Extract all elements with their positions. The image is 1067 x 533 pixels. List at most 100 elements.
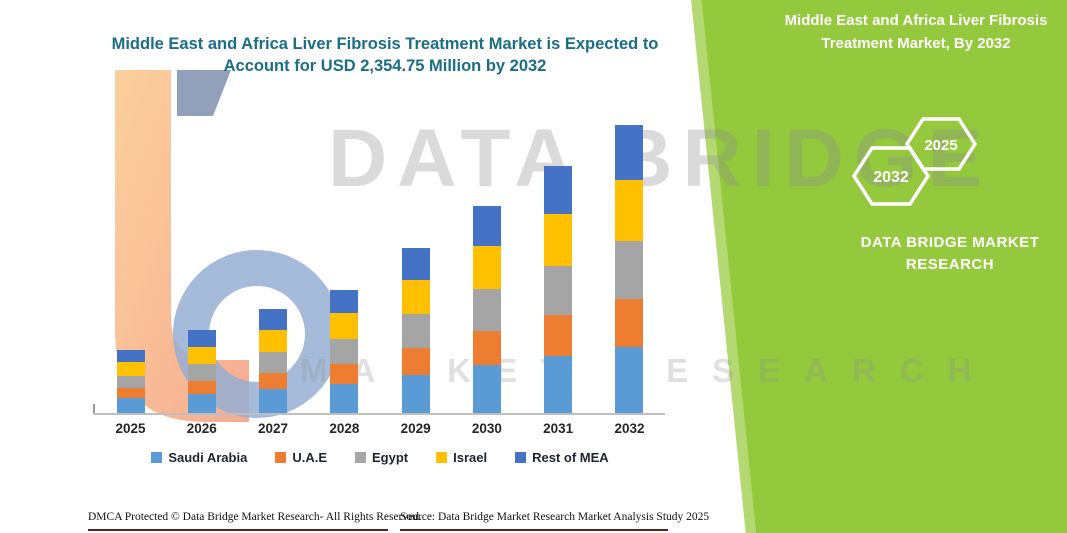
bar-column-2030 xyxy=(451,95,522,413)
bar-column-2029 xyxy=(380,95,451,413)
legend-label-israel: Israel xyxy=(453,450,488,465)
segment-rest-of-mea-2028 xyxy=(330,289,359,314)
segment-egypt-2027 xyxy=(259,351,288,373)
segment-saudi-arabia-2026 xyxy=(187,394,216,413)
segment-rest-of-mea-2032 xyxy=(615,125,644,181)
segment-saudi-arabia-2029 xyxy=(401,374,430,413)
bar-stack-2029 xyxy=(401,247,430,413)
segment-israel-2029 xyxy=(401,280,430,315)
legend-item-rest-of-mea: Rest of MEA xyxy=(515,450,609,465)
segment-egypt-2026 xyxy=(187,364,216,381)
segment-egypt-2030 xyxy=(472,289,501,332)
side-panel-title-line2: Treatment Market, By 2032 xyxy=(821,35,1011,53)
watermark-data-bridge: DATA BRIDGE xyxy=(328,113,993,204)
logo-orange-stem xyxy=(115,70,249,422)
segment-israel-2028 xyxy=(330,313,359,340)
segment-saudi-arabia-2030 xyxy=(472,365,501,413)
segment-israel-2030 xyxy=(472,245,501,290)
segment-rest-of-mea-2026 xyxy=(187,330,216,347)
y-axis-tick xyxy=(93,404,95,415)
source-note: Source: Data Bridge Market Research Mark… xyxy=(400,511,710,523)
legend-item-israel: Israel xyxy=(436,450,487,465)
legend-swatch-israel xyxy=(436,452,448,463)
bar-stack-2027 xyxy=(259,309,288,413)
segment-egypt-2025 xyxy=(116,375,145,389)
legend-item-u-a-e: U.A.E xyxy=(275,450,327,465)
brand-name-line1: DATA BRIDGE MARKET xyxy=(860,234,1040,251)
legend-label-u-a-e: U.A.E xyxy=(292,450,327,465)
logo-blue-flag xyxy=(177,70,231,116)
segment-egypt-2029 xyxy=(401,314,430,348)
legend-item-egypt: Egypt xyxy=(354,450,409,465)
x-label-2025: 2025 xyxy=(115,421,146,436)
bar-column-2028 xyxy=(309,95,380,413)
segment-egypt-2028 xyxy=(330,339,359,365)
segment-rest-of-mea-2030 xyxy=(472,206,501,246)
chart-title: Middle East and Africa Liver Fibrosis Tr… xyxy=(85,33,685,78)
legend-label-saudi-arabia: Saudi Arabia xyxy=(168,450,248,465)
x-label-2032: 2032 xyxy=(614,421,645,436)
x-label-2030: 2030 xyxy=(471,421,502,436)
bar-stack-2026 xyxy=(187,330,216,413)
segment-u-a-e-2027 xyxy=(259,372,288,390)
segment-rest-of-mea-2025 xyxy=(116,349,145,363)
brand-name-line2: RESEARCH xyxy=(905,255,995,273)
legend-swatch-u-a-e xyxy=(275,452,287,463)
x-label-2027: 2027 xyxy=(258,421,289,436)
segment-saudi-arabia-2032 xyxy=(615,346,644,413)
bar-stack-2030 xyxy=(472,206,501,413)
x-axis-line xyxy=(93,413,665,415)
legend-swatch-rest-of-mea xyxy=(515,452,527,463)
side-panel-title-line1: Middle East and Africa Liver Fibrosis xyxy=(784,12,1048,29)
legend-item-saudi-arabia: Saudi Arabia xyxy=(151,450,247,465)
segment-saudi-arabia-2027 xyxy=(259,389,288,413)
bar-column-2032 xyxy=(594,95,665,413)
stacked-bar-plot xyxy=(95,95,665,413)
segment-israel-2031 xyxy=(544,213,573,266)
segment-israel-2025 xyxy=(116,362,145,376)
side-panel-green-shape xyxy=(701,0,1067,533)
hexagon-2032-label: 2032 xyxy=(873,169,909,186)
segment-israel-2027 xyxy=(259,330,288,352)
segment-egypt-2032 xyxy=(615,240,644,299)
x-label-2028: 2028 xyxy=(329,421,360,436)
segment-rest-of-mea-2029 xyxy=(401,247,430,281)
chart-title-line1: Middle East and Africa Liver Fibrosis Tr… xyxy=(111,35,659,53)
segment-saudi-arabia-2025 xyxy=(116,398,145,413)
dmca-notice: DMCA Protected © Data Bridge Market Rese… xyxy=(88,511,422,523)
bar-column-2027 xyxy=(238,95,309,413)
brand-name: DATA BRIDGE MARKET RESEARCH xyxy=(840,232,1060,276)
x-label-2026: 2026 xyxy=(186,421,217,436)
legend-swatch-egypt xyxy=(354,452,366,463)
segment-egypt-2031 xyxy=(544,265,573,316)
footer-rule-left xyxy=(88,529,388,531)
hexagon-2025-label: 2025 xyxy=(924,137,957,154)
bar-column-2026 xyxy=(166,95,237,413)
hexagon-2025: 2025 xyxy=(905,117,977,171)
bar-column-2025 xyxy=(95,95,166,413)
segment-rest-of-mea-2027 xyxy=(259,309,288,331)
bar-stack-2025 xyxy=(116,349,145,413)
segment-u-a-e-2029 xyxy=(401,347,430,375)
side-panel-background xyxy=(647,0,1067,533)
side-panel-title: Middle East and Africa Liver Fibrosis Tr… xyxy=(770,9,1062,56)
legend-label-rest-of-mea: Rest of MEA xyxy=(532,450,609,465)
segment-rest-of-mea-2031 xyxy=(544,165,573,214)
bar-stack-2031 xyxy=(544,165,573,413)
footer-rule-right xyxy=(400,529,668,531)
chart-title-line2: Account for USD 2,354.75 Million by 2032 xyxy=(223,57,547,76)
segment-israel-2032 xyxy=(615,180,644,241)
x-axis-labels: 2025 2026 2027 2028 2029 2030 2031 2032 xyxy=(95,421,665,436)
segment-u-a-e-2032 xyxy=(615,298,644,347)
bar-stack-2028 xyxy=(330,289,359,413)
legend-label-egypt: Egypt xyxy=(371,450,409,465)
segment-u-a-e-2030 xyxy=(472,331,501,366)
segment-israel-2026 xyxy=(187,346,216,365)
chart-legend: Saudi Arabia U.A.E Egypt Israel Rest of MEA xyxy=(95,450,665,465)
segment-u-a-e-2026 xyxy=(187,380,216,395)
x-label-2029: 2029 xyxy=(400,421,431,436)
x-label-2031: 2031 xyxy=(543,421,574,436)
legend-swatch-saudi-arabia xyxy=(151,452,163,463)
segment-u-a-e-2031 xyxy=(544,315,573,356)
